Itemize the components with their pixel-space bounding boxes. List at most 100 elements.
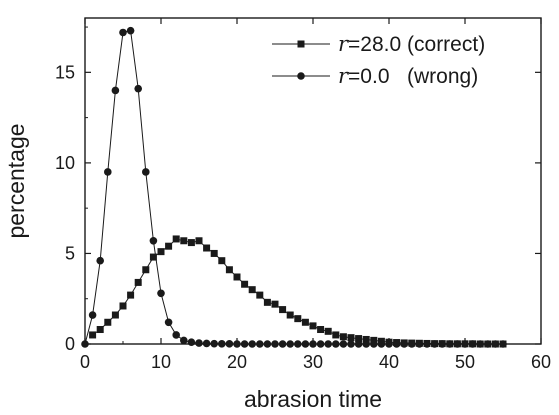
- data-point-circle: [286, 340, 295, 348]
- y-tick-label: 15: [55, 62, 75, 82]
- data-point-square: [210, 249, 218, 257]
- data-point-square: [279, 306, 287, 314]
- data-point-circle: [172, 331, 180, 339]
- data-point-circle: [88, 311, 97, 319]
- data-point-circle: [453, 340, 462, 348]
- data-point-square: [96, 326, 104, 334]
- data-point-circle: [468, 340, 477, 348]
- data-point-square: [172, 235, 180, 243]
- data-point-square: [89, 331, 97, 339]
- data-point-circle: [499, 340, 507, 348]
- data-point-circle: [309, 340, 317, 348]
- data-point-circle: [96, 256, 104, 265]
- data-point-circle: [324, 340, 333, 348]
- data-point-circle: [195, 339, 203, 347]
- legend-label-1: r=0.0 (wrong): [338, 64, 478, 88]
- data-point-square: [142, 266, 150, 274]
- data-point-circle: [415, 340, 424, 348]
- data-point-circle: [278, 340, 287, 348]
- legend-label-0: r=28.0 (correct): [338, 32, 485, 56]
- data-point-square: [218, 257, 226, 265]
- data-point-square: [286, 311, 294, 319]
- data-point-square: [362, 335, 370, 343]
- axis-tick-labels: 0 10 20 30 40 50 60 0 5 10 15: [55, 62, 551, 372]
- data-point-circle: [423, 340, 431, 348]
- y-tick-label: 5: [65, 243, 75, 263]
- data-point-circle: [400, 340, 409, 348]
- data-point-square: [134, 278, 142, 286]
- data-point-square: [180, 237, 188, 245]
- data-point-circle: [332, 340, 340, 348]
- x-tick-label: 60: [531, 352, 551, 372]
- data-point-circle: [476, 340, 485, 348]
- data-point-circle: [491, 340, 500, 348]
- data-point-square: [332, 331, 340, 339]
- data-point-circle: [377, 340, 386, 348]
- data-point-circle: [446, 340, 454, 348]
- data-point-circle: [225, 340, 234, 348]
- data-point-circle: [81, 340, 89, 348]
- data-point-circle: [294, 340, 302, 348]
- data-point-circle: [438, 340, 447, 348]
- data-point-circle: [149, 236, 158, 245]
- data-point-circle: [134, 84, 142, 93]
- data-point-square: [317, 326, 325, 334]
- legend-symbol-1: r: [338, 64, 350, 88]
- data-point-circle: [339, 340, 348, 348]
- data-point-circle: [187, 338, 196, 346]
- data-point-square: [119, 302, 127, 310]
- data-point-square: [187, 239, 195, 247]
- x-tick-label: 0: [80, 352, 90, 372]
- data-point-circle: [484, 340, 492, 348]
- data-point-square: [104, 318, 112, 326]
- data-point-circle: [461, 340, 469, 348]
- data-point-square: [157, 248, 165, 256]
- data-point-circle: [126, 26, 135, 35]
- data-point-square: [225, 266, 233, 274]
- x-axis-label: abrasion time: [244, 386, 382, 412]
- data-point-square: [149, 253, 157, 261]
- legend: r=28.0 (correct) r=0.0 (wrong): [272, 32, 485, 88]
- data-point-circle: [263, 340, 272, 348]
- data-point-circle: [248, 340, 256, 348]
- legend-item-1: r=0.0 (wrong): [272, 64, 478, 88]
- data-point-square: [111, 311, 119, 319]
- data-point-square: [271, 300, 279, 308]
- data-point-circle: [210, 339, 218, 348]
- legend-item-0: r=28.0 (correct): [272, 32, 485, 56]
- data-point-circle: [316, 340, 325, 348]
- x-tick-label: 20: [227, 352, 247, 372]
- data-point-circle: [271, 340, 279, 348]
- data-point-circle: [301, 340, 310, 348]
- data-point-circle: [430, 340, 439, 348]
- data-point-square: [339, 333, 347, 341]
- data-point-square: [233, 273, 241, 281]
- x-tick-label: 10: [151, 352, 171, 372]
- data-point-square: [165, 242, 173, 250]
- series-0: [89, 235, 507, 348]
- legend-marker-square: [297, 40, 305, 48]
- data-point-square: [347, 334, 355, 342]
- data-point-circle: [255, 340, 264, 348]
- x-tick-label: 30: [303, 352, 323, 372]
- data-point-square: [256, 291, 264, 299]
- y-tick-label: 10: [55, 153, 75, 173]
- data-point-circle: [385, 340, 393, 348]
- series-layer: [81, 26, 507, 348]
- data-point-square: [263, 298, 271, 306]
- legend-symbol-0: r: [338, 32, 350, 56]
- data-point-square: [248, 286, 256, 294]
- data-point-circle: [354, 340, 363, 348]
- series-1: [81, 26, 507, 348]
- x-tick-label: 40: [379, 352, 399, 372]
- data-point-circle: [157, 289, 165, 298]
- data-point-circle: [392, 340, 401, 348]
- legend-rest-0: =28.0 (correct): [348, 33, 485, 56]
- x-tick-label: 50: [455, 352, 475, 372]
- data-point-circle: [180, 336, 188, 345]
- data-point-circle: [362, 340, 371, 348]
- data-point-circle: [370, 340, 378, 348]
- data-point-circle: [104, 168, 112, 176]
- y-axis-label: percentage: [3, 123, 29, 238]
